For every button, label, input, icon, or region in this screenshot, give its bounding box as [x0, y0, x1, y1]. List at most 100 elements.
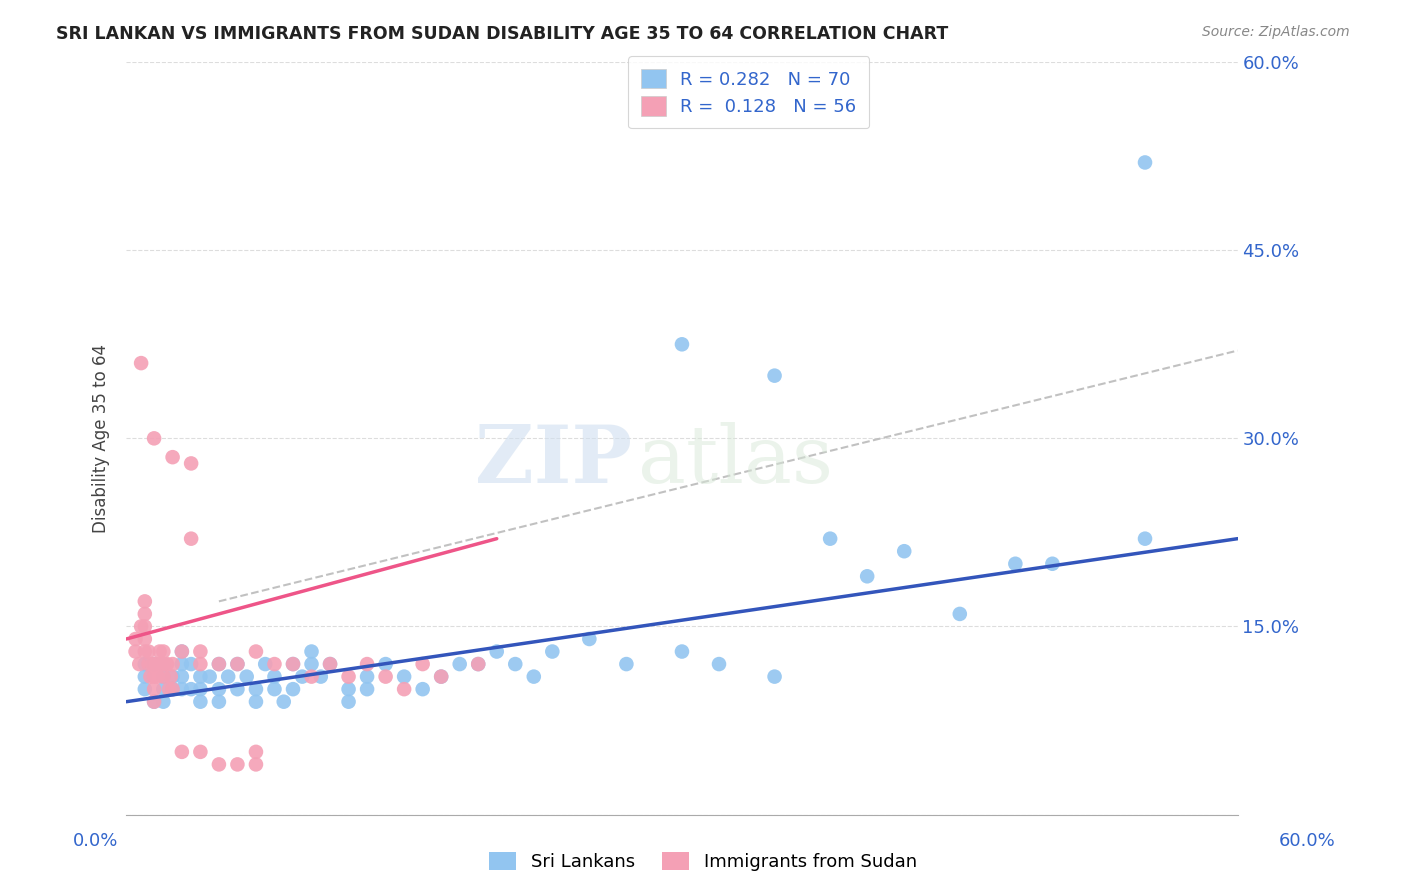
Point: [156, 657, 179, 671]
Point: [309, 670, 332, 684]
Point: [162, 657, 184, 671]
Point: [134, 657, 156, 671]
Text: atlas: atlas: [637, 422, 832, 500]
Point: [337, 670, 360, 684]
Point: [503, 657, 526, 671]
Point: [190, 695, 212, 709]
Point: [226, 657, 249, 671]
Point: [226, 657, 249, 671]
Legend: Sri Lankans, Immigrants from Sudan: Sri Lankans, Immigrants from Sudan: [482, 845, 924, 879]
Point: [162, 670, 184, 684]
Text: 0.0%: 0.0%: [73, 831, 118, 849]
Point: [124, 632, 146, 646]
Point: [208, 657, 231, 671]
Point: [149, 644, 172, 658]
Point: [134, 607, 156, 621]
Point: [134, 682, 156, 697]
Point: [1133, 532, 1156, 546]
Point: [1042, 557, 1064, 571]
Point: [578, 632, 600, 646]
Point: [263, 670, 285, 684]
Point: [190, 670, 212, 684]
Point: [152, 657, 174, 671]
Point: [319, 657, 342, 671]
Point: [430, 670, 453, 684]
Point: [180, 657, 202, 671]
Point: [162, 682, 184, 697]
Point: [162, 450, 184, 465]
Point: [671, 337, 693, 351]
Point: [301, 657, 323, 671]
Point: [129, 619, 152, 633]
Point: [143, 695, 166, 709]
Point: [337, 682, 360, 697]
Point: [412, 657, 434, 671]
Point: [190, 644, 212, 658]
Point: [162, 682, 184, 697]
Point: [145, 657, 167, 671]
Point: [763, 670, 786, 684]
Point: [170, 682, 193, 697]
Point: [170, 644, 193, 658]
Point: [412, 682, 434, 697]
Point: [180, 532, 202, 546]
Point: [134, 619, 156, 633]
Point: [245, 695, 267, 709]
Point: [245, 745, 267, 759]
Point: [217, 670, 239, 684]
Point: [129, 356, 152, 370]
Point: [301, 670, 323, 684]
Point: [208, 757, 231, 772]
Text: ZIP: ZIP: [475, 422, 631, 500]
Point: [134, 594, 156, 608]
Point: [523, 670, 546, 684]
Point: [818, 532, 841, 546]
Point: [141, 657, 163, 671]
Point: [949, 607, 972, 621]
Point: [392, 670, 415, 684]
Point: [190, 657, 212, 671]
Point: [254, 657, 277, 671]
Point: [449, 657, 471, 671]
Point: [152, 644, 174, 658]
Point: [263, 682, 285, 697]
Point: [180, 682, 202, 697]
Point: [893, 544, 915, 558]
Point: [170, 644, 193, 658]
Point: [198, 670, 221, 684]
Point: [356, 670, 378, 684]
Point: [190, 745, 212, 759]
Point: [152, 695, 174, 709]
Text: SRI LANKAN VS IMMIGRANTS FROM SUDAN DISABILITY AGE 35 TO 64 CORRELATION CHART: SRI LANKAN VS IMMIGRANTS FROM SUDAN DISA…: [56, 25, 949, 43]
Point: [152, 670, 174, 684]
Point: [152, 657, 174, 671]
Point: [159, 670, 181, 684]
Point: [180, 457, 202, 471]
Point: [281, 657, 304, 671]
Legend: R = 0.282   N = 70, R =  0.128   N = 56: R = 0.282 N = 70, R = 0.128 N = 56: [628, 56, 869, 128]
Point: [392, 682, 415, 697]
Point: [124, 644, 146, 658]
Point: [1133, 155, 1156, 169]
Point: [146, 670, 169, 684]
Point: [226, 757, 249, 772]
Point: [150, 657, 173, 671]
Point: [134, 632, 156, 646]
Point: [356, 682, 378, 697]
Point: [273, 695, 295, 709]
Y-axis label: Disability Age 35 to 64: Disability Age 35 to 64: [93, 343, 110, 533]
Point: [485, 644, 508, 658]
Point: [245, 682, 267, 697]
Point: [208, 682, 231, 697]
Point: [208, 695, 231, 709]
Point: [143, 695, 166, 709]
Text: Source: ZipAtlas.com: Source: ZipAtlas.com: [1202, 25, 1350, 39]
Point: [1004, 557, 1026, 571]
Point: [467, 657, 489, 671]
Point: [152, 682, 174, 697]
Point: [374, 657, 396, 671]
Point: [356, 657, 378, 671]
Point: [208, 657, 231, 671]
Point: [671, 644, 693, 658]
Point: [245, 757, 267, 772]
